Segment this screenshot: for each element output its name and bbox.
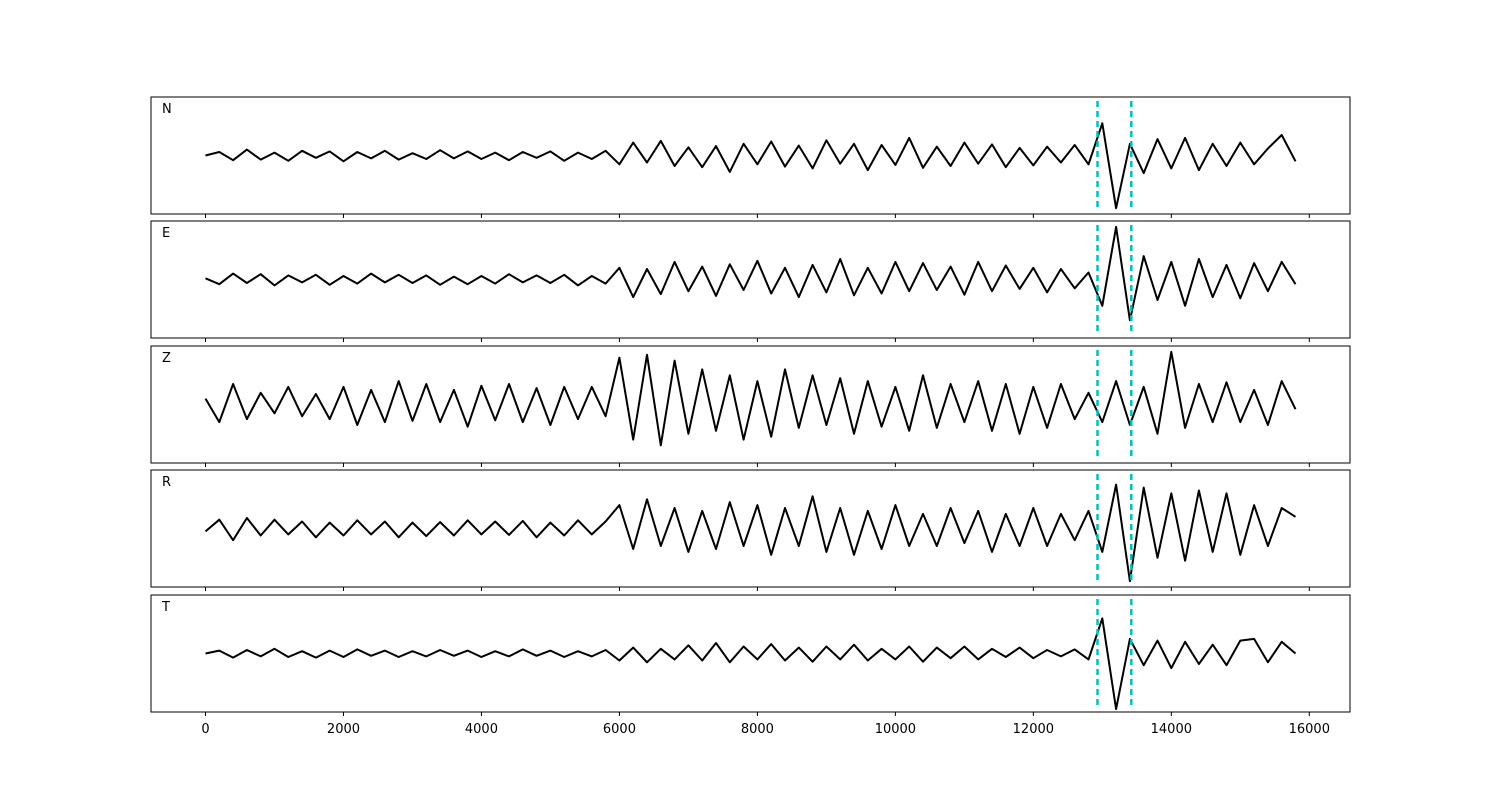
trace	[205, 225, 1297, 322]
panel-label: R	[162, 475, 171, 490]
x-tick-label: 10000	[875, 722, 916, 737]
x-tick-label: 6000	[603, 722, 636, 737]
panel-label: T	[161, 600, 170, 615]
panel-frame	[150, 594, 1351, 713]
x-tick-label: 12000	[1013, 722, 1054, 737]
panel-label: N	[162, 102, 172, 117]
panel-frame	[150, 220, 1351, 339]
trace	[205, 122, 1297, 210]
trace	[205, 617, 1297, 711]
x-tick-label: 14000	[1151, 722, 1192, 737]
x-tick-label: 4000	[465, 722, 498, 737]
panel-frame	[150, 96, 1351, 215]
x-tick-label: 0	[201, 722, 209, 737]
panel-label: E	[162, 226, 170, 241]
trace	[204, 483, 1297, 583]
panel-frame	[150, 469, 1351, 588]
panel-label: Z	[162, 351, 171, 366]
panel-frame	[150, 345, 1351, 464]
x-tick-label: 8000	[741, 722, 774, 737]
x-tick-label: 2000	[327, 722, 360, 737]
trace	[204, 350, 1297, 447]
x-tick-label: 16000	[1289, 722, 1330, 737]
